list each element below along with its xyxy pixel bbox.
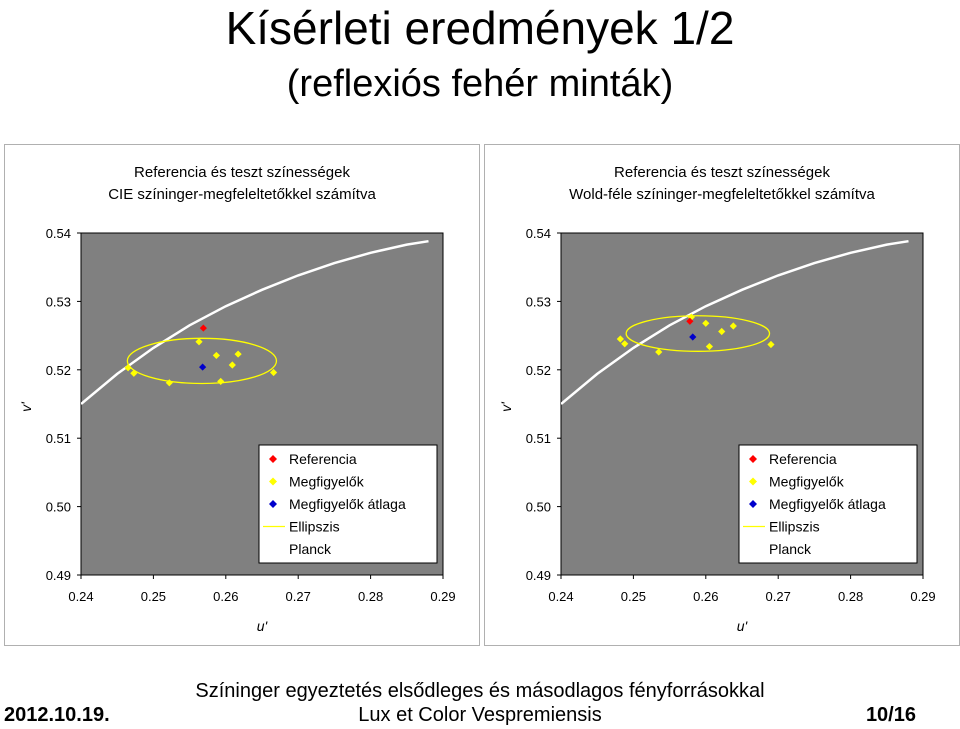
x-tick-label: 0.26 [213,589,238,604]
x-tick-label: 0.24 [548,589,573,604]
legend: Referencia Megfigyelők Megfigyelők átlaga E… [258,444,438,564]
point-megfigyelők [269,368,278,377]
x-tick-label: 0.29 [430,589,455,604]
x-tick-label: 0.27 [286,589,311,604]
y-tick-label: 0.49 [526,568,551,583]
footer-page-number: 10/16 [865,704,916,726]
planck-locus [561,239,909,405]
chart-title-line1: Referencia és teszt színességek [614,164,830,181]
legend-label: Planck [769,541,812,557]
legend-marker [269,477,277,486]
legend-label: Megfigyelők [289,474,365,490]
plot-content [561,239,909,405]
legend-label: Megfigyelők átlaga [769,496,886,512]
legend-marker [269,500,277,508]
footer-line1: Színinger egyeztetés elsődleges és másod… [195,680,765,702]
x-axis-label: u' [737,618,749,634]
y-tick-label: 0.52 [46,363,71,378]
footer-line2: Lux et Color Vespremiensis [358,704,602,726]
point-megfigyelők [234,350,242,358]
legend-box [738,444,918,564]
x-tick-label: 0.29 [910,589,935,604]
y-tick-label: 0.51 [526,431,551,446]
point-referencia [199,324,207,332]
point-megfigyelők [729,322,737,330]
x-tick-label: 0.24 [68,589,93,604]
x-tick-label: 0.28 [358,589,383,604]
legend-label: Ellipszis [289,519,340,535]
ellipse-outline [625,315,771,352]
y-tick-label: 0.49 [46,568,71,583]
y-tick-label: 0.53 [46,294,71,309]
legend-label: Referencia [769,451,837,467]
y-tick-label: 0.50 [526,500,551,515]
ellipse-outline [126,337,278,385]
chart-cie: Referencia és teszt színességek CIE színi… [18,164,456,634]
y-tick-label: 0.52 [526,363,551,378]
legend-label: Ellipszis [769,519,820,535]
legend-box [258,444,438,564]
chart-title-line2: Wold-féle színinger-megfeleltetőkkel szá… [569,186,875,203]
chart-title-line1: Referencia és teszt színességek [134,164,350,181]
point-megfigyelők [767,340,775,349]
legend-marker [749,500,757,508]
footer-date: 2012.10.19. [4,704,110,726]
x-tick-label: 0.26 [693,589,718,604]
legend-marker [749,477,757,486]
y-tick-label: 0.50 [46,500,71,515]
point-megfigyelők [705,342,714,351]
planck-locus [81,239,429,405]
legend: Referencia Megfigyelők Megfigyelők átlaga E… [738,444,918,564]
x-tick-label: 0.25 [621,589,646,604]
y-tick-label: 0.54 [46,226,71,241]
legend-marker [749,455,757,463]
point-megfigyelők [655,348,663,356]
y-axis-label: v' [498,401,514,412]
y-tick-label: 0.51 [46,431,71,446]
x-tick-label: 0.28 [838,589,863,604]
x-tick-label: 0.27 [766,589,791,604]
chart-panel-cie: Referencia és teszt színességek CIE színi… [4,144,480,646]
legend-label: Megfigyelők [769,474,845,490]
slide-title: Kísérleti eredmények 1/2 [225,2,735,54]
y-axis-label: v' [18,401,34,412]
legend-label: Referencia [289,451,357,467]
chart-title-line2: CIE színinger-megfeleltetőkkel számítva [108,186,376,203]
chart-wold: Referencia és teszt színességek Wold-féle… [498,164,936,634]
legend-label: Planck [289,541,332,557]
point-megfigyelők [124,364,132,372]
x-axis-label: u' [257,618,269,634]
chart-panel-wold: Referencia és teszt színességek Wold-féle… [484,144,960,646]
legend-marker [269,455,277,463]
slide-subtitle: (reflexiós fehér minták) [286,63,674,105]
y-tick-label: 0.53 [526,294,551,309]
legend-label: Megfigyelők átlaga [289,496,406,512]
x-tick-label: 0.25 [141,589,166,604]
y-tick-label: 0.54 [526,226,551,241]
